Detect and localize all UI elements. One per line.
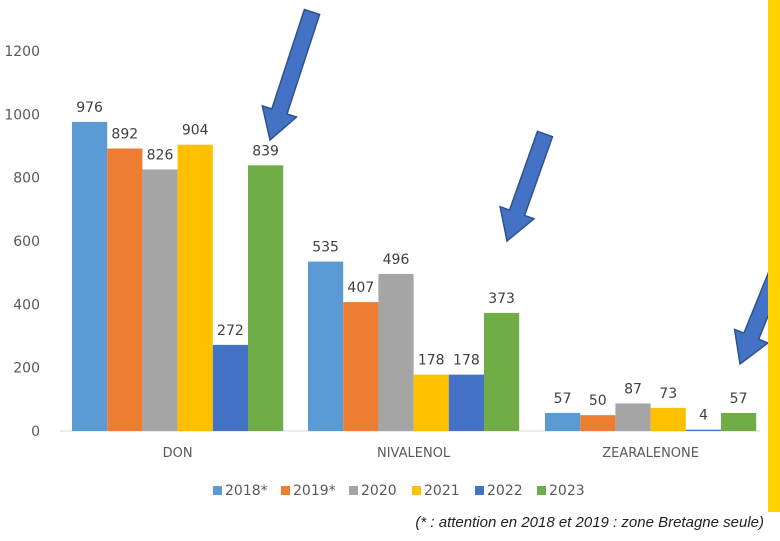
data-label: 57 [730,391,748,407]
y-tick-label: 1000 [4,107,40,123]
data-labels-group: 976 892 826 904 272 839 535 407 496 178 178 373 57 50… [76,100,747,424]
legend: 2018* 2019* 2020 2021 2022 2023 [213,483,585,499]
data-label: 50 [589,393,607,409]
legend-label: 2023 [549,483,585,499]
bar-don-2020 [142,169,178,431]
bar-don-2018 [72,121,108,431]
bar-nivalenol-2021 [413,374,449,431]
bar-zearalenone-2022 [685,429,721,431]
data-label: 4 [699,408,708,424]
footnote: (* : attention en 2018 et 2019 : zone Br… [415,514,764,531]
bar-zearalenone-2018 [545,412,581,431]
category-label: NIVALENOL [377,446,451,461]
annotation-arrow [261,8,321,142]
annotation-arrows [261,8,780,366]
bar-nivalenol-2020 [378,273,414,431]
data-label: 178 [453,353,480,369]
data-label: 373 [488,291,515,307]
category-label: DON [163,446,193,461]
y-tick-label: 600 [13,234,40,250]
legend-swatch [281,486,290,495]
legend-label: 2019* [293,483,336,499]
legend-label: 2018* [225,483,268,499]
data-label: 272 [217,323,244,339]
bar-don-2022 [212,344,248,431]
y-tick-label: 200 [13,361,40,377]
bar-nivalenol-2022 [448,374,484,431]
legend-swatch [349,486,358,495]
bar-nivalenol-2018 [308,261,344,431]
legend-label: 2022 [487,483,523,499]
legend-swatch [475,486,484,495]
bars-group [72,121,757,432]
data-label: 73 [659,386,677,402]
data-label: 87 [624,381,642,397]
data-label: 535 [312,240,339,256]
y-tick-label: 1200 [4,44,40,60]
bar-zearalenone-2020 [615,403,651,431]
category-label: ZEARALENONE [602,446,699,461]
side-accent-strip [768,0,780,512]
data-label: 904 [182,123,209,139]
data-label: 976 [76,100,103,116]
y-axis-ticks: 0 200 400 600 800 1000 1200 [4,44,40,440]
legend-swatch [213,486,222,495]
data-label: 496 [383,252,410,268]
y-tick-label: 800 [13,171,40,187]
data-label: 178 [418,353,445,369]
bar-zearalenone-2023 [721,412,757,431]
bar-nivalenol-2023 [484,312,520,431]
annotation-arrow [499,130,554,243]
bar-don-2023 [248,165,284,432]
data-label: 839 [252,143,279,159]
bar-nivalenol-2019 [343,302,379,431]
legend-label: 2020 [361,483,397,499]
data-label: 407 [347,280,374,296]
y-tick-label: 400 [13,297,40,313]
bar-zearalenone-2019 [580,415,616,431]
bar-don-2019 [107,148,143,432]
data-label: 826 [147,147,174,163]
legend-swatch [412,486,421,495]
data-label: 892 [111,127,138,143]
legend-label: 2021 [424,483,460,499]
legend-swatch [537,486,546,495]
bar-don-2021 [177,144,213,431]
bar-zearalenone-2021 [650,407,686,431]
y-tick-label: 0 [31,424,40,440]
category-labels: DON NIVALENOL ZEARALENONE [163,446,699,461]
data-label: 57 [554,391,572,407]
